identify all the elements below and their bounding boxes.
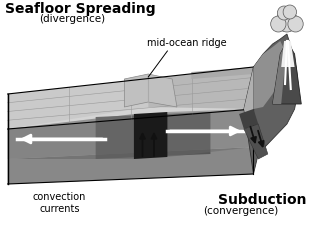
Polygon shape — [168, 109, 253, 157]
Circle shape — [277, 7, 291, 21]
Polygon shape — [191, 68, 253, 80]
Polygon shape — [8, 109, 253, 159]
Circle shape — [271, 17, 286, 33]
Text: mid-ocean ridge: mid-ocean ridge — [147, 38, 226, 48]
Polygon shape — [244, 124, 268, 159]
Polygon shape — [8, 80, 148, 129]
Text: Subduction: Subduction — [218, 192, 307, 206]
Text: convection
currents: convection currents — [33, 191, 86, 213]
Polygon shape — [8, 68, 253, 129]
Polygon shape — [272, 42, 287, 105]
Polygon shape — [8, 147, 253, 184]
Polygon shape — [244, 68, 253, 129]
Polygon shape — [253, 42, 285, 109]
Circle shape — [283, 6, 296, 20]
Polygon shape — [239, 109, 258, 129]
Polygon shape — [124, 75, 177, 108]
Polygon shape — [148, 68, 253, 109]
Polygon shape — [96, 112, 210, 159]
Polygon shape — [8, 109, 253, 184]
Polygon shape — [272, 42, 301, 105]
Text: (convergence): (convergence) — [203, 205, 279, 215]
Polygon shape — [281, 42, 295, 68]
Polygon shape — [8, 114, 134, 159]
Polygon shape — [244, 35, 298, 174]
Circle shape — [288, 17, 303, 33]
Circle shape — [276, 11, 297, 33]
Text: Seafloor Spreading: Seafloor Spreading — [5, 2, 156, 16]
Text: (divergence): (divergence) — [39, 14, 105, 24]
Polygon shape — [134, 112, 168, 159]
